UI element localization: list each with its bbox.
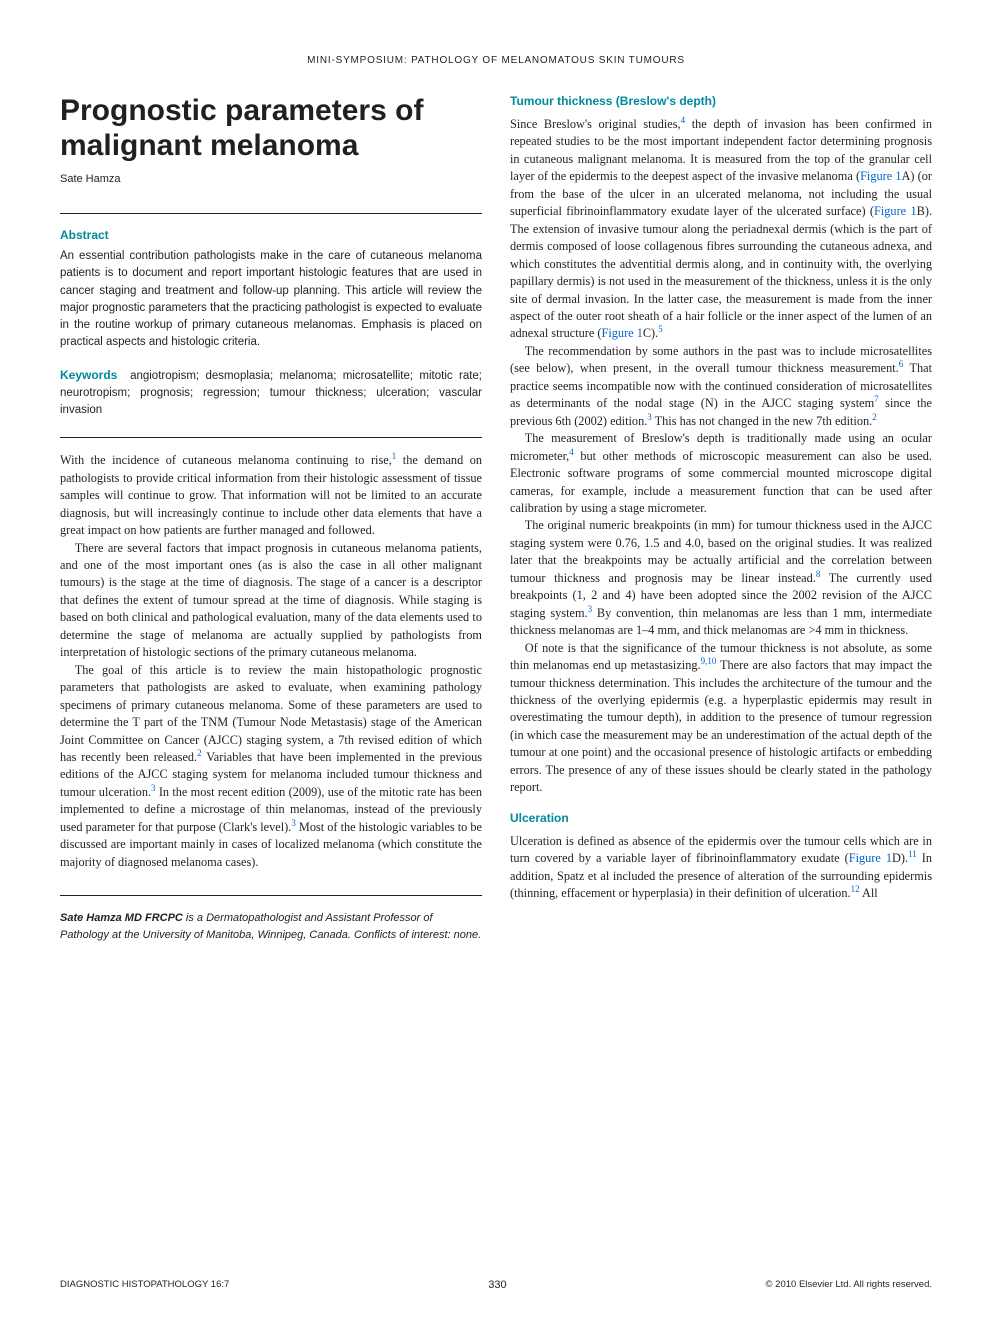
- intro-p1: With the incidence of cutaneous melanoma…: [60, 452, 482, 539]
- thickness-p5: Of note is that the significance of the …: [510, 640, 932, 797]
- figure-1c-link[interactable]: Figure 1: [602, 326, 643, 340]
- page-footer: DIAGNOSTIC HISTOPATHOLOGY 16:7 330 © 201…: [60, 1279, 932, 1291]
- running-head: MINI-SYMPOSIUM: PATHOLOGY OF MELANOMATOU…: [60, 55, 932, 66]
- thickness-p4: The original numeric breakpoints (in mm)…: [510, 517, 932, 639]
- keywords-heading: Keywords: [60, 368, 117, 382]
- two-column-layout: Prognostic parameters of malignant melan…: [60, 94, 932, 943]
- right-column: Tumour thickness (Breslow's depth) Since…: [510, 94, 932, 943]
- footer-copyright: © 2010 Elsevier Ltd. All rights reserved…: [766, 1279, 932, 1291]
- footer-page-number: 330: [488, 1279, 506, 1291]
- rule-bio: [60, 895, 482, 896]
- section-ulceration-heading: Ulceration: [510, 811, 932, 825]
- intro-p2: There are several factors that impact pr…: [60, 540, 482, 662]
- figure-1b-link[interactable]: Figure 1: [874, 204, 917, 218]
- ref-910[interactable]: 9,10: [701, 656, 717, 666]
- ref-5[interactable]: 5: [658, 324, 663, 334]
- ulceration-block: Ulceration is defined as absence of the …: [510, 833, 932, 903]
- thickness-block: Since Breslow's original studies,4 the d…: [510, 116, 932, 797]
- keywords-body: angiotropism; desmoplasia; melanoma; mic…: [60, 370, 482, 417]
- article-title: Prognostic parameters of malignant melan…: [60, 94, 482, 163]
- intro-p3: The goal of this article is to review th…: [60, 662, 482, 871]
- thickness-p1: Since Breslow's original studies,4 the d…: [510, 116, 932, 343]
- section-thickness-heading: Tumour thickness (Breslow's depth): [510, 94, 932, 108]
- left-column: Prognostic parameters of malignant melan…: [60, 94, 482, 943]
- figure-1d-link[interactable]: Figure 1: [849, 851, 892, 865]
- rule-mid: [60, 437, 482, 438]
- thickness-p3: The measurement of Breslow's depth is tr…: [510, 430, 932, 517]
- footer-journal: DIAGNOSTIC HISTOPATHOLOGY 16:7: [60, 1279, 229, 1291]
- author-bio: Sate Hamza MD FRCPC is a Dermatopatholog…: [60, 910, 482, 943]
- intro-block: With the incidence of cutaneous melanoma…: [60, 452, 482, 871]
- abstract-body: An essential contribution pathologists m…: [60, 248, 482, 352]
- keywords-block: Keywords angiotropism; desmoplasia; mela…: [60, 366, 482, 420]
- ref-12[interactable]: 12: [851, 884, 860, 894]
- ref-11[interactable]: 11: [908, 849, 917, 859]
- ref-2b[interactable]: 2: [872, 412, 877, 422]
- author-name: Sate Hamza: [60, 173, 482, 185]
- abstract-heading: Abstract: [60, 228, 482, 242]
- thickness-p2: The recommendation by some authors in th…: [510, 343, 932, 430]
- rule-top: [60, 213, 482, 214]
- ulceration-p1: Ulceration is defined as absence of the …: [510, 833, 932, 903]
- figure-1a-link[interactable]: Figure 1: [860, 169, 901, 183]
